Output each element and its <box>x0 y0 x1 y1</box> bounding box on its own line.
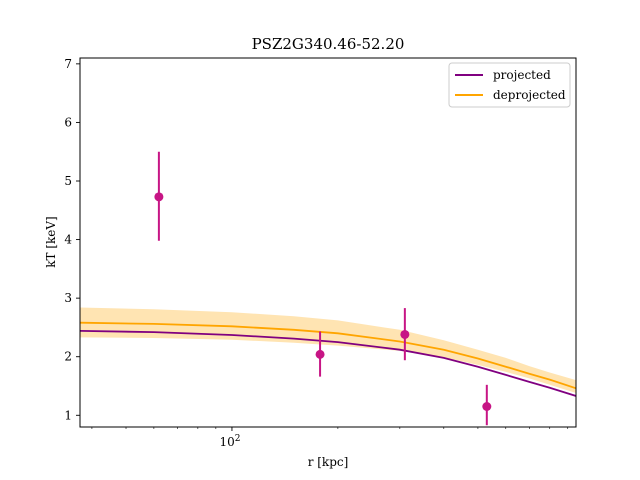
legend-label-deprojected: deprojected <box>493 88 566 102</box>
y-axis-label: kT [keV] <box>44 216 58 268</box>
data-point-2 <box>400 329 410 339</box>
y-tick-label: 4 <box>64 233 72 247</box>
y-tick-label: 1 <box>64 408 72 422</box>
data-point-1 <box>315 349 325 359</box>
plot-frame <box>79 57 577 428</box>
series-line-projected <box>80 330 576 397</box>
axes: 1 2 3 4 5 6 7 102 <box>64 57 569 449</box>
y-tick-label: 2 <box>64 350 72 364</box>
deprojected-confidence-band <box>80 307 576 393</box>
x-axis-label: r [kpc] <box>308 455 349 469</box>
legend-label-projected: projected <box>493 68 551 82</box>
series-line-deprojected <box>80 321 576 390</box>
x-tick-exponent: 2 <box>235 434 241 444</box>
data-point-0 <box>154 192 164 202</box>
y-tick-label: 5 <box>64 174 72 188</box>
legend: projected deprojected <box>448 62 571 108</box>
data-point-3 <box>482 402 492 411</box>
y-tick-label: 6 <box>64 115 72 129</box>
chart-title: PSZ2G340.46-52.20 <box>252 35 405 53</box>
y-tick-label: 3 <box>64 291 72 305</box>
y-tick-label: 7 <box>64 57 72 71</box>
x-tick-label: 102 <box>219 434 240 449</box>
plot-area <box>80 151 576 426</box>
